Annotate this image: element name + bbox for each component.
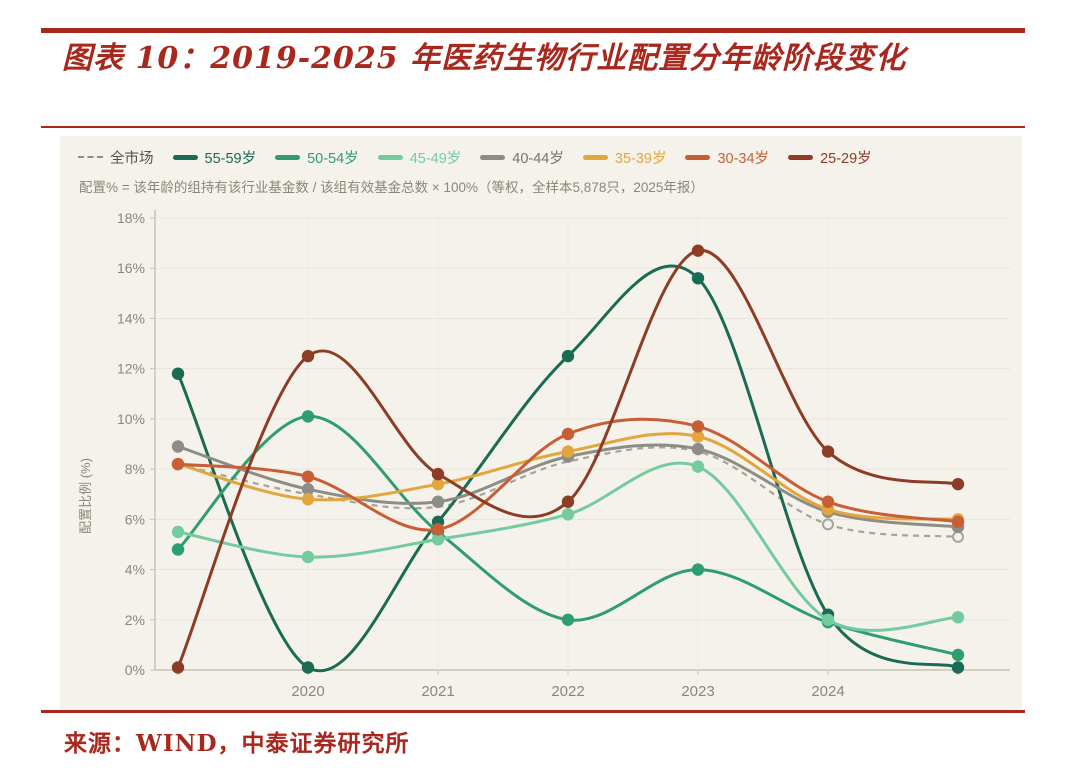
x-tick-label: 2020 [291,683,324,700]
legend-swatch-icon [377,154,403,160]
legend-label: 全市场 [110,150,154,167]
figure-title: 图表 10：2019-2025 年医药生物行业配置分年龄阶段变化 [62,41,907,76]
chart-formula-note: 配置% = 该年龄的组持有该行业基金数 / 该组有效基金总数 × 100%（等权… [79,180,704,195]
series-marker-50-54岁 [691,563,705,576]
legend-label: 55-59岁 [204,150,257,167]
y-tick-label: 18% [117,210,145,226]
series-marker-45-49岁 [821,613,835,626]
series-marker-25-29岁 [561,495,575,508]
legend-item-55-59岁[interactable]: 55-59岁 [172,147,257,168]
series-marker-45-49岁 [691,460,705,473]
series-marker-25-29岁 [821,445,835,458]
series-marker-40-44岁 [691,442,705,456]
legend-swatch-icon [685,154,711,160]
title-divider [41,126,1025,128]
series-marker-35-39岁 [561,445,575,458]
x-tick-label: 2022 [551,683,584,700]
y-tick-label: 12% [117,361,145,377]
series-marker-25-29岁 [691,244,705,257]
legend-label: 50-54岁 [307,150,359,167]
legend-label: 35-39岁 [614,150,667,167]
y-tick-label: 0% [125,662,145,678]
series-marker-25-29岁 [301,349,315,363]
series-marker-55-59岁 [561,349,575,363]
series-marker-35-39岁 [301,493,315,506]
series-marker-55-59岁 [171,367,185,380]
legend-item-全市场[interactable]: 全市场 [78,147,154,168]
series-marker-45-49岁 [171,525,185,539]
series-marker-50-54岁 [561,613,575,626]
y-tick-label: 4% [125,562,145,578]
legend-swatch-icon [582,154,608,160]
x-tick-label: 2021 [421,683,454,700]
legend-swatch-icon [275,154,301,160]
series-marker-25-29岁 [951,477,965,491]
legend-item-25-29岁[interactable]: 25-29岁 [788,147,872,168]
legend-label: 40-44岁 [512,150,564,167]
series-marker-30-34岁 [431,523,445,536]
series-marker-25-29岁 [171,661,185,674]
series-marker-40-44岁 [171,440,185,453]
legend-item-45-49岁[interactable]: 45-49岁 [377,147,462,168]
series-marker-50-54岁 [171,543,185,556]
legend-label: 45-49岁 [409,150,462,167]
y-tick-label: 14% [117,310,145,326]
top-divider [41,28,1025,33]
bottom-divider [41,710,1025,713]
series-marker-45-49岁 [301,550,315,564]
chart-panel: 全市场 55-59岁 50-54岁 45-49岁 40-44岁 35-39岁 30-34岁 2… [60,136,1022,710]
series-marker-30-34岁 [171,457,185,471]
y-tick-label: 2% [125,612,145,628]
series-marker-50-54岁 [951,648,965,662]
series-marker-30-34岁 [561,427,575,441]
legend-swatch-icon [78,156,103,158]
legend-label: 30-34岁 [717,150,770,167]
series-marker-55-59岁 [691,272,705,285]
chart-legend: 全市场 55-59岁 50-54岁 45-49岁 40-44岁 35-39岁 30-34岁 2… [78,147,872,167]
source-line: 来源：WIND，中泰证券研究所 [64,730,410,757]
x-tick-label: 2023 [681,683,714,700]
legend-label: 25-29岁 [820,150,872,167]
series-marker-25-29岁 [431,467,445,481]
legend-swatch-icon [172,154,198,160]
series-marker-45-49岁 [431,533,445,546]
legend-item-40-44岁[interactable]: 40-44岁 [480,147,564,168]
series-marker-35-39岁 [691,430,705,443]
series-marker-40-44岁 [431,495,445,508]
series-marker-40-44岁 [301,483,315,496]
series-marker-45-49岁 [561,508,575,521]
series-marker-30-34岁 [821,495,835,508]
series-marker-35-39岁 [431,477,445,491]
legend-item-30-34岁[interactable]: 30-34岁 [685,147,769,168]
legend-swatch-icon [480,154,506,160]
y-tick-label: 10% [117,411,145,427]
x-tick-label: 2024 [811,683,844,700]
y-tick-label: 6% [125,511,145,527]
y-tick-label: 16% [117,260,145,276]
line-chart: 0% 2% 4% 6% 8% 10% 12% 14% 16% 18% 2020 2021 2022 202… [78,210,1010,700]
legend-item-50-54岁[interactable]: 50-54岁 [275,147,359,168]
y-tick-label: 8% [125,461,145,477]
series-marker-30-34岁 [301,470,315,483]
series-marker-55-59岁 [301,661,315,674]
y-axis-title: 配置比例 (%) [78,458,93,534]
series-marker-55-59岁 [951,661,965,674]
series-marker-全市场 [952,530,964,543]
series-marker-30-34岁 [691,420,705,433]
legend-item-35-39岁[interactable]: 35-39岁 [582,147,667,168]
series-marker-50-54岁 [301,410,315,423]
legend-swatch-icon [788,154,814,160]
series-marker-45-49岁 [951,611,965,624]
series-marker-全市场 [822,518,834,531]
series-marker-30-34岁 [951,515,965,529]
